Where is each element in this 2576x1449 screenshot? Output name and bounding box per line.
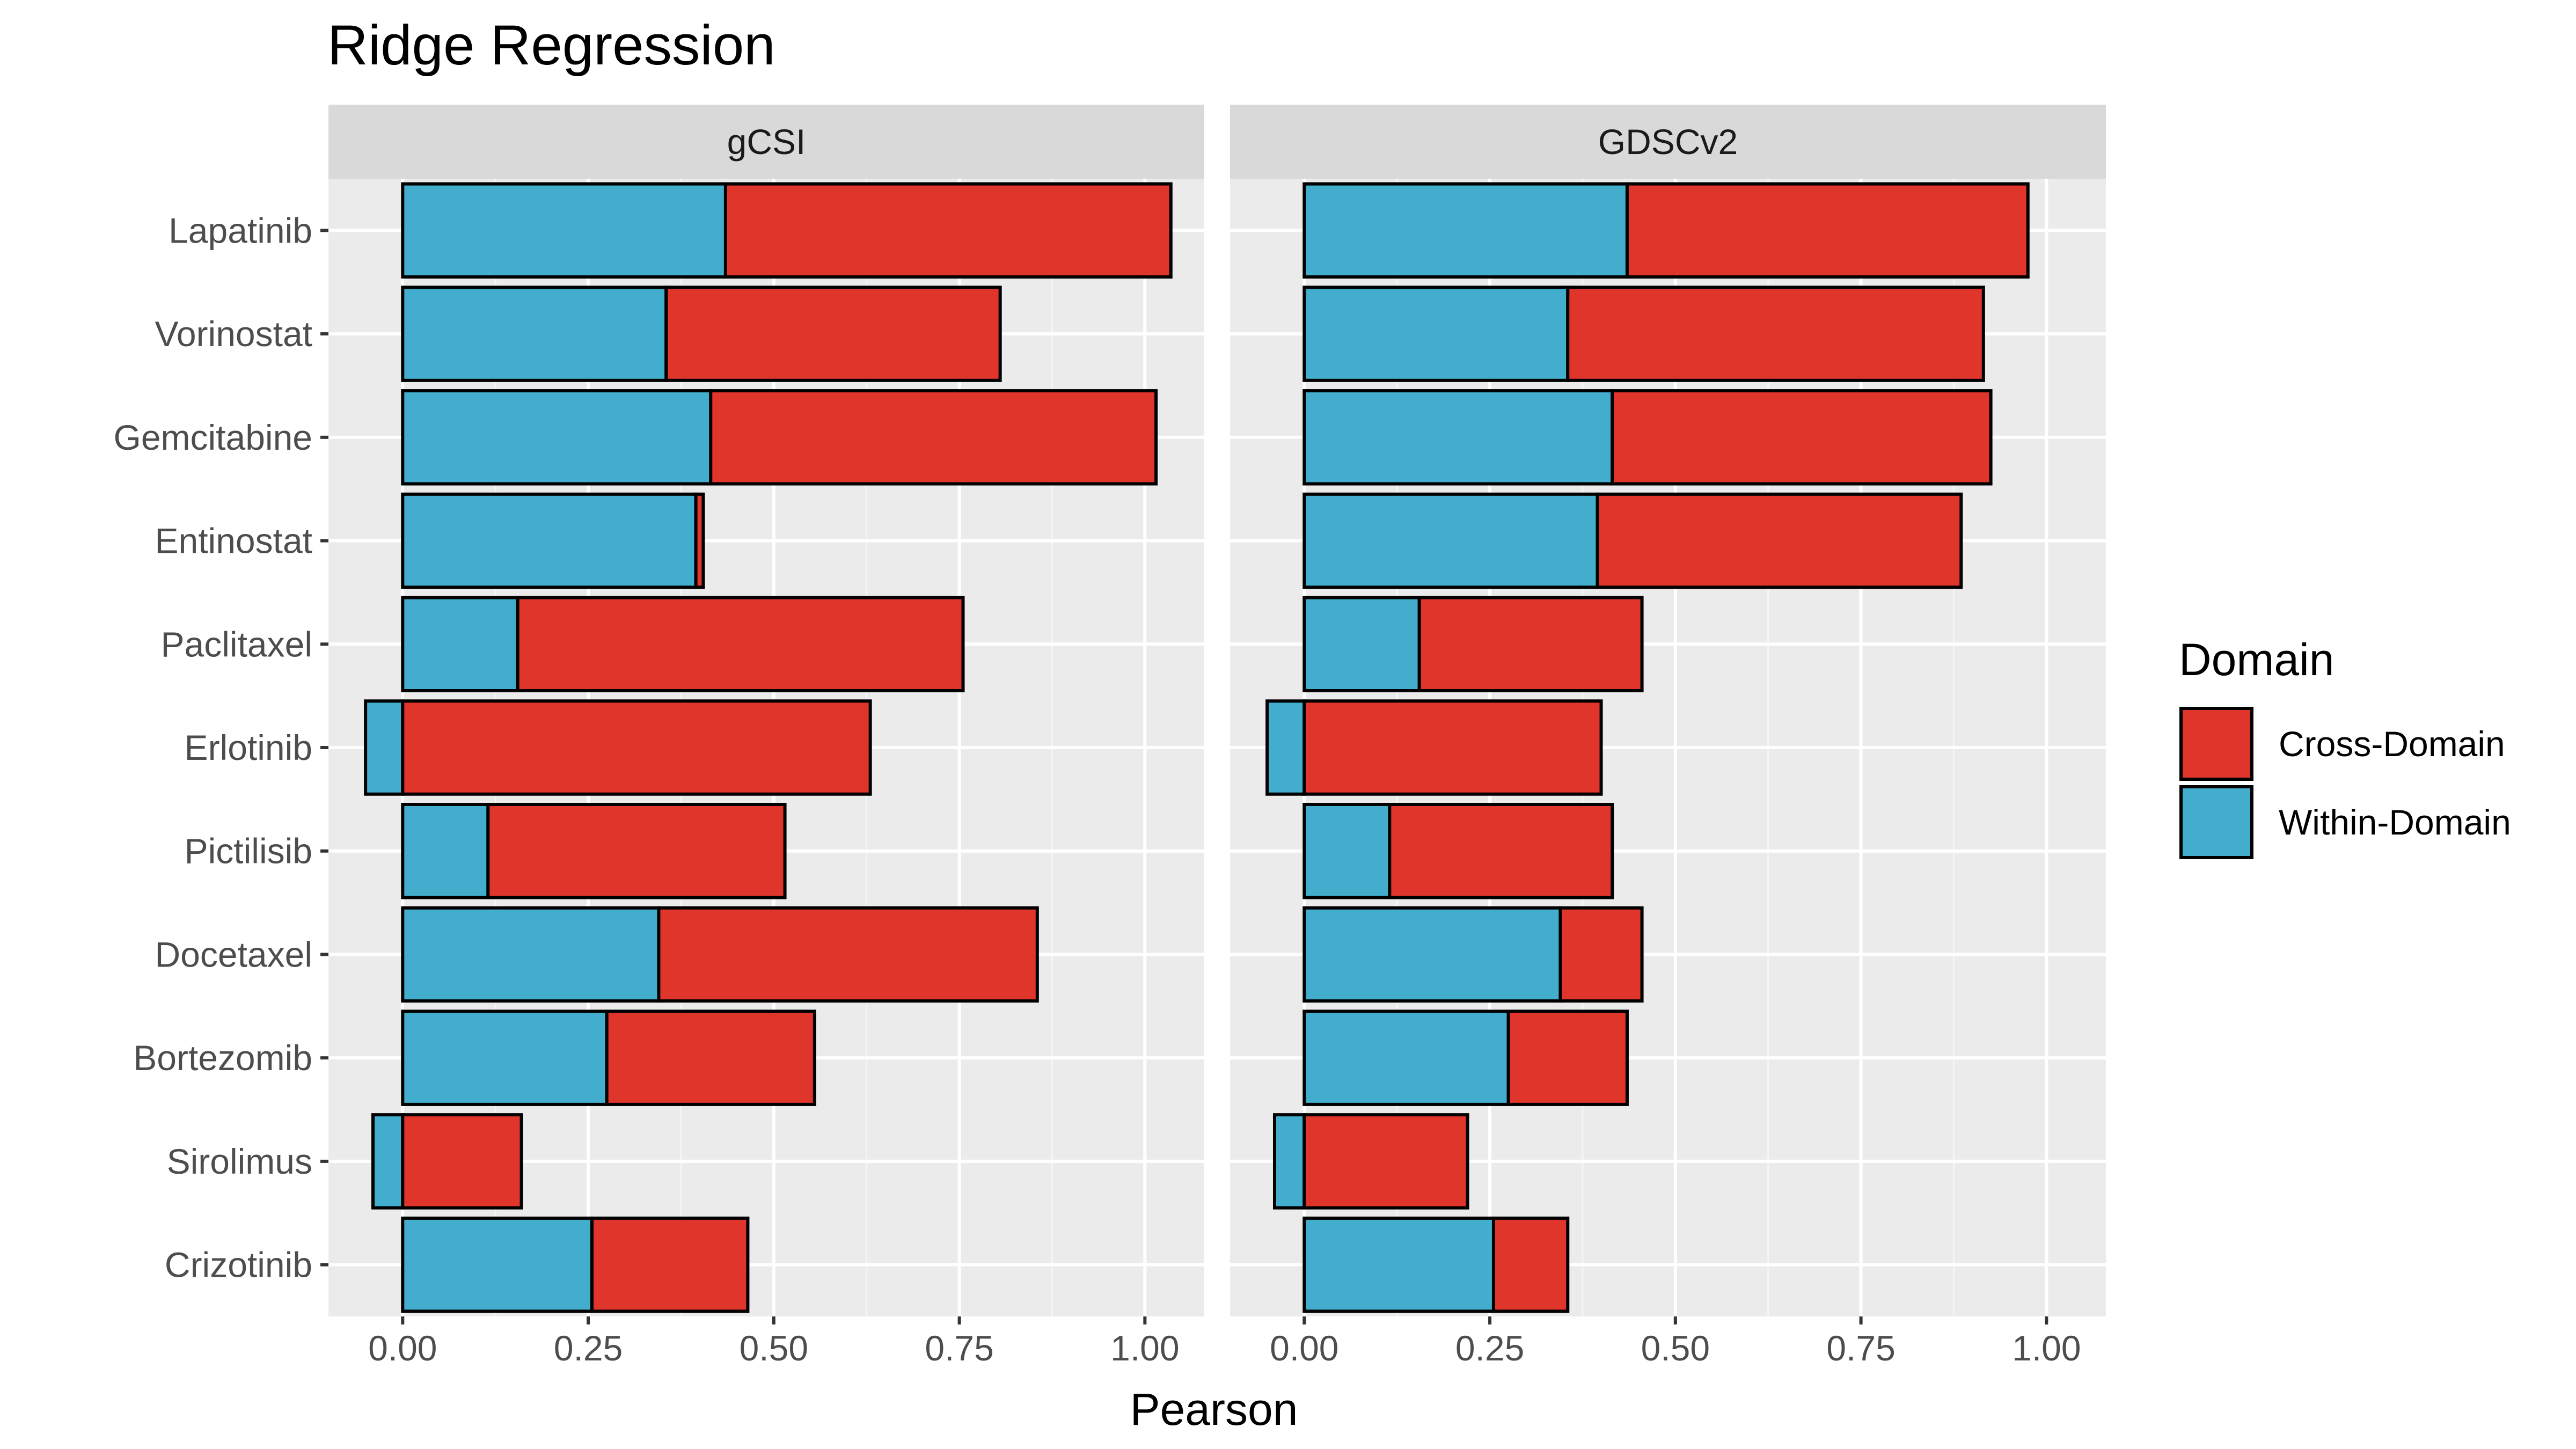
bar-within-domain-erlotinib [1265, 699, 1306, 796]
legend-label-within-domain: Within-Domain [2279, 802, 2511, 842]
bar-cross-domain-sirolimus [401, 1113, 523, 1210]
bar-cross-domain-crizotinib [590, 1216, 750, 1313]
y-tick-label-pictilisib: Pictilisib [185, 831, 312, 871]
bar-cross-domain-sirolimus [1302, 1113, 1469, 1210]
bar-within-domain-docetaxel [401, 906, 661, 1003]
x-tick-label: 0.75 [925, 1328, 993, 1368]
bar-within-domain-sirolimus [1272, 1113, 1306, 1210]
bar-cross-domain-bortezomib [605, 1009, 816, 1106]
chart-title: Ridge Regression [327, 14, 775, 77]
legend-key-cross-domain [2179, 707, 2253, 781]
y-tick-label-paclitaxel: Paclitaxel [161, 624, 312, 664]
bar-within-domain-bortezomib [401, 1009, 609, 1106]
x-tick-label: 0.50 [740, 1328, 808, 1368]
bar-within-domain-vorinostat [1302, 286, 1570, 382]
facet-strip [1230, 105, 2106, 179]
bar-cross-domain-gemcitabine [1611, 389, 1993, 486]
y-tick-label-bortezomib: Bortezomib [133, 1038, 312, 1078]
bar-cross-domain-pictilisib [486, 803, 787, 899]
bar-cross-domain-vorinostat [1566, 286, 1985, 382]
y-tick-label-lapatinib: Lapatinib [169, 210, 312, 250]
bar-within-domain-paclitaxel [1302, 596, 1421, 692]
bar-within-domain-entinostat [401, 492, 698, 589]
bar-cross-domain-docetaxel [1558, 906, 1644, 1003]
facet-strip-label: gCSI [727, 122, 806, 162]
y-tick-label-crizotinib: Crizotinib [165, 1245, 312, 1285]
bar-within-domain-gemcitabine [1302, 389, 1614, 486]
legend-key-within-domain [2179, 785, 2253, 859]
facet-strip-label: GDSCv2 [1598, 122, 1738, 162]
bar-within-domain-sirolimus [371, 1113, 405, 1210]
bar-cross-domain-vorinostat [664, 286, 1002, 382]
bar-within-domain-entinostat [1302, 492, 1599, 589]
facet-strip [328, 105, 1204, 179]
x-tick-label: 0.50 [1641, 1328, 1710, 1368]
bar-within-domain-pictilisib [1302, 803, 1392, 899]
bar-cross-domain-docetaxel [657, 906, 1039, 1003]
bar-within-domain-paclitaxel [401, 596, 519, 692]
bar-cross-domain-entinostat [694, 492, 705, 589]
legend-title: Domain [2179, 634, 2334, 685]
x-axis-title: Pearson [1130, 1384, 1298, 1435]
legend: Domain Cross-Domain Within-Domain [2179, 634, 2511, 859]
bar-within-domain-crizotinib [401, 1216, 594, 1313]
y-axis: Lapatinib Vorinostat Gemcitabine Entinostat… [113, 210, 328, 1285]
bar-cross-domain-crizotinib [1491, 1216, 1570, 1313]
y-tick-label-erlotinib: Erlotinib [185, 728, 312, 767]
bar-cross-domain-lapatinib [1625, 182, 2030, 279]
bar-within-domain-vorinostat [401, 286, 668, 382]
bar-cross-domain-erlotinib [401, 699, 872, 796]
y-tick-label-docetaxel: Docetaxel [155, 934, 313, 974]
y-tick-label-entinostat: Entinostat [155, 521, 312, 561]
x-tick-label: 0.00 [1270, 1328, 1338, 1368]
bar-within-domain-erlotinib [364, 699, 405, 796]
x-tick-label: 1.00 [2012, 1328, 2081, 1368]
bar-cross-domain-lapatinib [723, 182, 1173, 279]
bar-within-domain-docetaxel [1302, 906, 1562, 1003]
x-tick-label: 0.25 [554, 1328, 623, 1368]
x-tick-label: 0.00 [368, 1328, 437, 1368]
x-tick-label: 0.25 [1455, 1328, 1524, 1368]
bar-within-domain-crizotinib [1302, 1216, 1495, 1313]
y-tick-label-sirolimus: Sirolimus [167, 1141, 312, 1181]
bar-cross-domain-bortezomib [1506, 1009, 1629, 1106]
y-tick-label-gemcitabine: Gemcitabine [113, 418, 312, 457]
facet-panels: gCSI 0.00 0.25 0.50 0.75 1.00 GDSCv2 0.00 0.25 0.… [328, 105, 2106, 1368]
bar-cross-domain-paclitaxel [516, 596, 965, 692]
bar-cross-domain-pictilisib [1388, 803, 1614, 899]
bar-cross-domain-erlotinib [1302, 699, 1603, 796]
y-tick-label-vorinostat: Vorinostat [155, 314, 312, 354]
bar-within-domain-lapatinib [401, 182, 727, 279]
bar-within-domain-gemcitabine [401, 389, 713, 486]
legend-label-cross-domain: Cross-Domain [2279, 724, 2505, 764]
bar-within-domain-bortezomib [1302, 1009, 1510, 1106]
bar-cross-domain-paclitaxel [1417, 596, 1644, 692]
panel-gdscv2: GDSCv2 0.00 0.25 0.50 0.75 1.00 [1230, 105, 2106, 1368]
bar-cross-domain-gemcitabine [709, 389, 1158, 486]
bar-cross-domain-entinostat [1596, 492, 1963, 589]
bar-within-domain-pictilisib [401, 803, 490, 899]
x-tick-label: 1.00 [1110, 1328, 1179, 1368]
panel-gcsi: gCSI 0.00 0.25 0.50 0.75 1.00 [328, 105, 1204, 1368]
bar-within-domain-lapatinib [1302, 182, 1629, 279]
x-tick-label: 0.75 [1826, 1328, 1895, 1368]
